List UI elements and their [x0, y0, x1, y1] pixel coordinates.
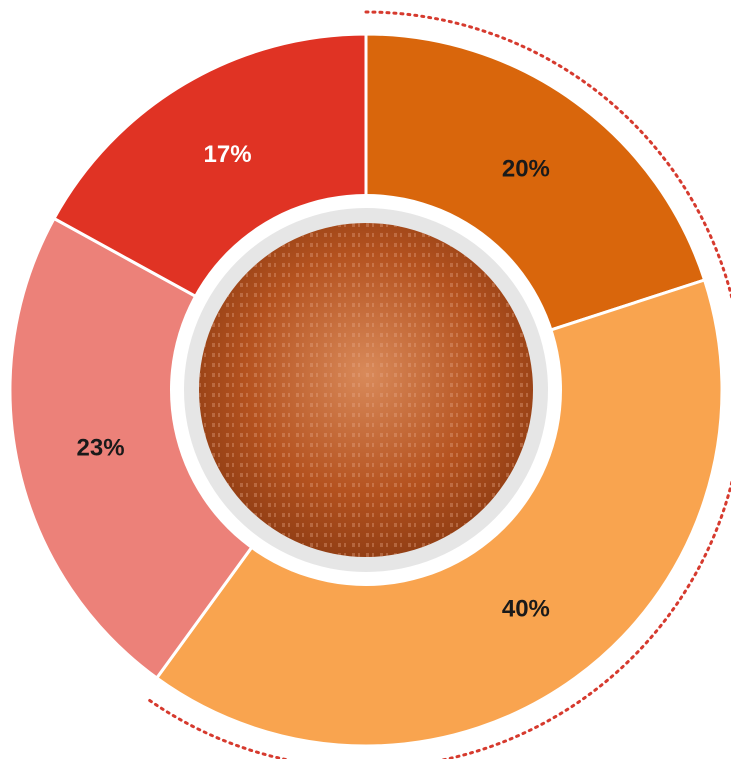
slice-label: 23%: [77, 435, 125, 462]
slice-label: 17%: [204, 141, 252, 168]
slice-label: 20%: [502, 155, 550, 182]
center-image-texture: [199, 223, 533, 557]
chart: 20% 40% 23% 17%: [0, 0, 731, 759]
slice-label: 40%: [502, 595, 550, 622]
